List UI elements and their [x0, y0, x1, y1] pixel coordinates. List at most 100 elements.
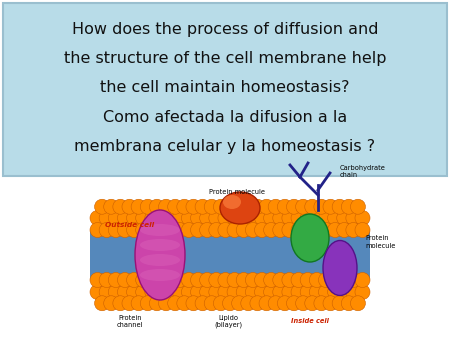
Circle shape	[117, 211, 132, 225]
Circle shape	[328, 285, 342, 299]
Circle shape	[122, 296, 137, 311]
Circle shape	[355, 211, 370, 225]
Circle shape	[113, 199, 128, 214]
Circle shape	[273, 222, 288, 238]
Circle shape	[282, 222, 297, 238]
Circle shape	[346, 272, 361, 288]
Circle shape	[108, 211, 123, 225]
Circle shape	[264, 285, 279, 299]
Circle shape	[300, 222, 315, 238]
Circle shape	[154, 222, 169, 238]
Circle shape	[355, 272, 370, 288]
Circle shape	[108, 222, 123, 238]
Circle shape	[181, 272, 196, 288]
Circle shape	[314, 199, 329, 214]
Circle shape	[218, 285, 233, 299]
Circle shape	[158, 296, 174, 311]
Circle shape	[255, 272, 270, 288]
Circle shape	[245, 272, 261, 288]
Circle shape	[341, 199, 356, 214]
Circle shape	[218, 211, 233, 225]
Circle shape	[351, 296, 365, 311]
Circle shape	[90, 211, 105, 225]
Circle shape	[209, 211, 224, 225]
Circle shape	[181, 222, 196, 238]
Circle shape	[126, 211, 142, 225]
Circle shape	[99, 211, 114, 225]
Circle shape	[346, 222, 361, 238]
Circle shape	[190, 285, 206, 299]
Ellipse shape	[140, 224, 180, 236]
Circle shape	[90, 272, 105, 288]
Circle shape	[213, 199, 228, 214]
Ellipse shape	[135, 210, 185, 300]
Circle shape	[273, 272, 288, 288]
Circle shape	[241, 199, 256, 214]
Circle shape	[264, 222, 279, 238]
Circle shape	[181, 211, 196, 225]
Circle shape	[218, 222, 233, 238]
Circle shape	[163, 285, 178, 299]
Circle shape	[277, 296, 292, 311]
Circle shape	[273, 285, 288, 299]
Circle shape	[355, 285, 370, 299]
Circle shape	[200, 285, 215, 299]
Circle shape	[268, 296, 283, 311]
Circle shape	[332, 199, 347, 214]
Circle shape	[154, 211, 169, 225]
Circle shape	[172, 285, 187, 299]
Circle shape	[195, 296, 210, 311]
Circle shape	[328, 222, 342, 238]
Ellipse shape	[323, 241, 357, 295]
Circle shape	[168, 199, 183, 214]
Circle shape	[186, 199, 201, 214]
Circle shape	[117, 285, 132, 299]
Circle shape	[94, 296, 109, 311]
Circle shape	[122, 199, 137, 214]
Circle shape	[332, 296, 347, 311]
Circle shape	[300, 285, 315, 299]
Circle shape	[158, 199, 174, 214]
Circle shape	[323, 199, 338, 214]
Circle shape	[200, 211, 215, 225]
Circle shape	[328, 272, 342, 288]
Circle shape	[319, 211, 333, 225]
Circle shape	[149, 199, 164, 214]
Circle shape	[346, 285, 361, 299]
Circle shape	[273, 211, 288, 225]
Circle shape	[190, 272, 206, 288]
Circle shape	[277, 199, 292, 214]
Text: Lipido
(bilayer): Lipido (bilayer)	[214, 315, 242, 329]
Text: Protein
channel: Protein channel	[117, 315, 143, 328]
Text: the structure of the cell membrane help: the structure of the cell membrane help	[64, 51, 386, 66]
Circle shape	[296, 296, 310, 311]
Circle shape	[99, 285, 114, 299]
Circle shape	[309, 211, 324, 225]
Circle shape	[200, 222, 215, 238]
Ellipse shape	[140, 269, 180, 281]
Circle shape	[328, 211, 342, 225]
Circle shape	[145, 222, 160, 238]
Circle shape	[163, 211, 178, 225]
Circle shape	[213, 296, 228, 311]
Circle shape	[259, 199, 274, 214]
Circle shape	[232, 296, 247, 311]
Circle shape	[337, 285, 352, 299]
Circle shape	[136, 222, 151, 238]
Text: Carbohydrate
chain: Carbohydrate chain	[340, 165, 386, 178]
Circle shape	[300, 272, 315, 288]
Circle shape	[140, 199, 155, 214]
Circle shape	[264, 272, 279, 288]
Circle shape	[232, 199, 247, 214]
Circle shape	[287, 199, 302, 214]
Circle shape	[305, 296, 320, 311]
Circle shape	[250, 199, 265, 214]
Circle shape	[319, 285, 333, 299]
Circle shape	[282, 285, 297, 299]
Text: How does the process of diffusion and: How does the process of diffusion and	[72, 22, 378, 37]
Circle shape	[264, 211, 279, 225]
Ellipse shape	[140, 239, 180, 251]
Circle shape	[200, 272, 215, 288]
Circle shape	[209, 272, 224, 288]
Circle shape	[282, 211, 297, 225]
